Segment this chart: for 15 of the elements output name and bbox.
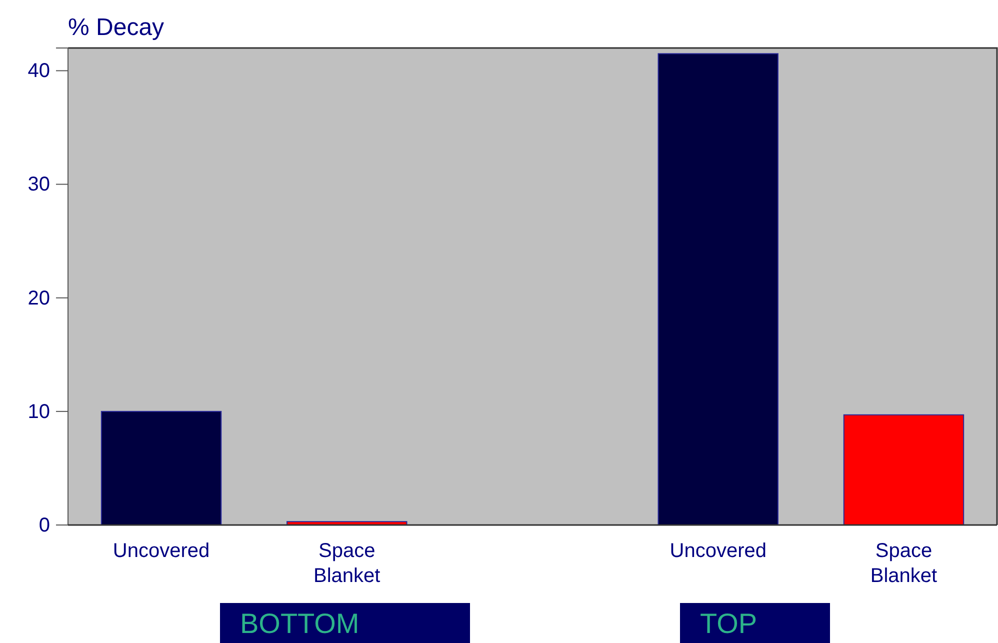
x-tick-label: Space Blanket	[870, 540, 938, 588]
text: BOTTOM	[240, 608, 360, 639]
y-tick-label: 10	[28, 400, 50, 423]
y-tick-label: 20	[28, 287, 50, 310]
bar	[658, 53, 778, 526]
y-tick-label: 0	[38, 514, 50, 536]
x-tick-label: Space Blanket	[314, 540, 381, 588]
y-tick-label: 30	[28, 174, 50, 196]
bar	[100, 410, 222, 526]
x-tick-label: Uncovered	[670, 540, 766, 562]
y-tick-label: 40	[28, 60, 50, 82]
x-tick-label: Uncovered	[112, 540, 210, 562]
y-axis-title: % Decay	[68, 14, 164, 41]
text: TOP	[700, 608, 758, 639]
bar	[843, 414, 964, 526]
